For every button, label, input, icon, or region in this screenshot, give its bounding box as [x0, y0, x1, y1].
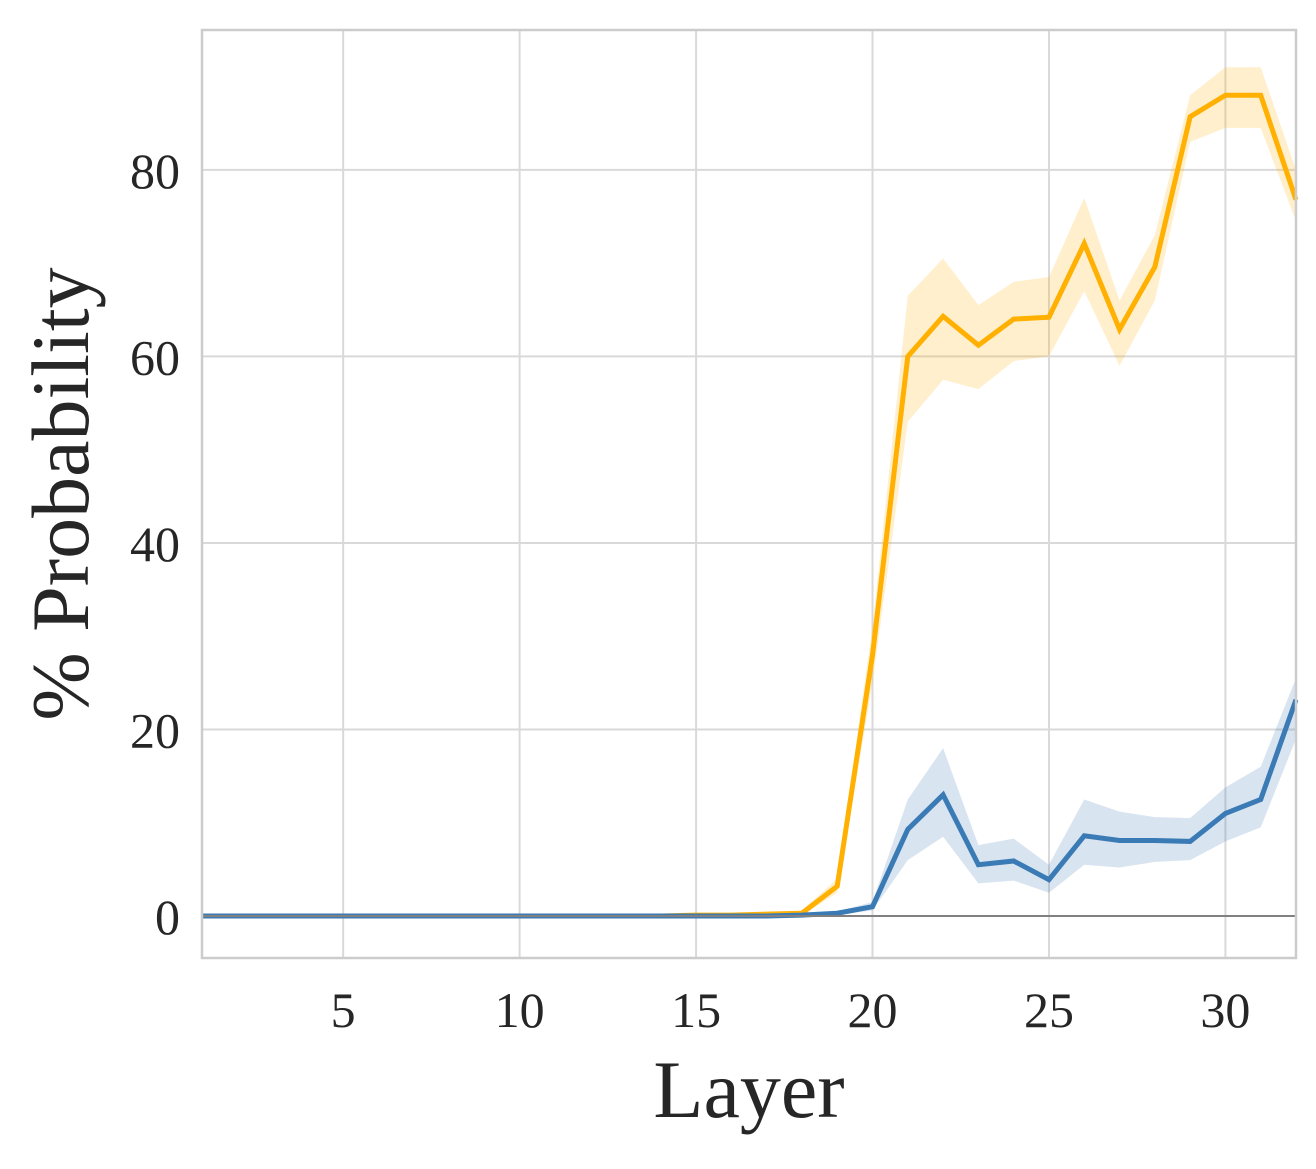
series-1-confidence-band	[202, 67, 1296, 917]
x-axis-label: Layer	[653, 1044, 844, 1135]
y-tick-label: 20	[130, 702, 180, 758]
y-tick-label: 60	[130, 329, 180, 385]
x-tick-label: 15	[671, 982, 721, 1038]
x-tick-label: 30	[1200, 982, 1250, 1038]
grid-lines	[202, 30, 1296, 958]
plot-frame	[200, 28, 1298, 960]
x-tick-labels: 5 10 15 20 25 30	[331, 982, 1251, 1038]
y-axis-label: % Probability	[15, 267, 106, 720]
x-tick-label: 25	[1024, 982, 1074, 1038]
x-tick-label: 20	[848, 982, 898, 1038]
y-tick-label: 0	[155, 889, 180, 945]
confidence-bands	[202, 67, 1296, 917]
y-tick-labels: 0 20 40 60 80	[130, 143, 180, 945]
x-tick-label: 5	[331, 982, 356, 1038]
y-tick-label: 40	[130, 516, 180, 572]
x-tick-label: 10	[495, 982, 545, 1038]
y-tick-label: 80	[130, 143, 180, 199]
series-2-confidence-band	[202, 678, 1296, 917]
plot-area-background	[202, 30, 1296, 958]
